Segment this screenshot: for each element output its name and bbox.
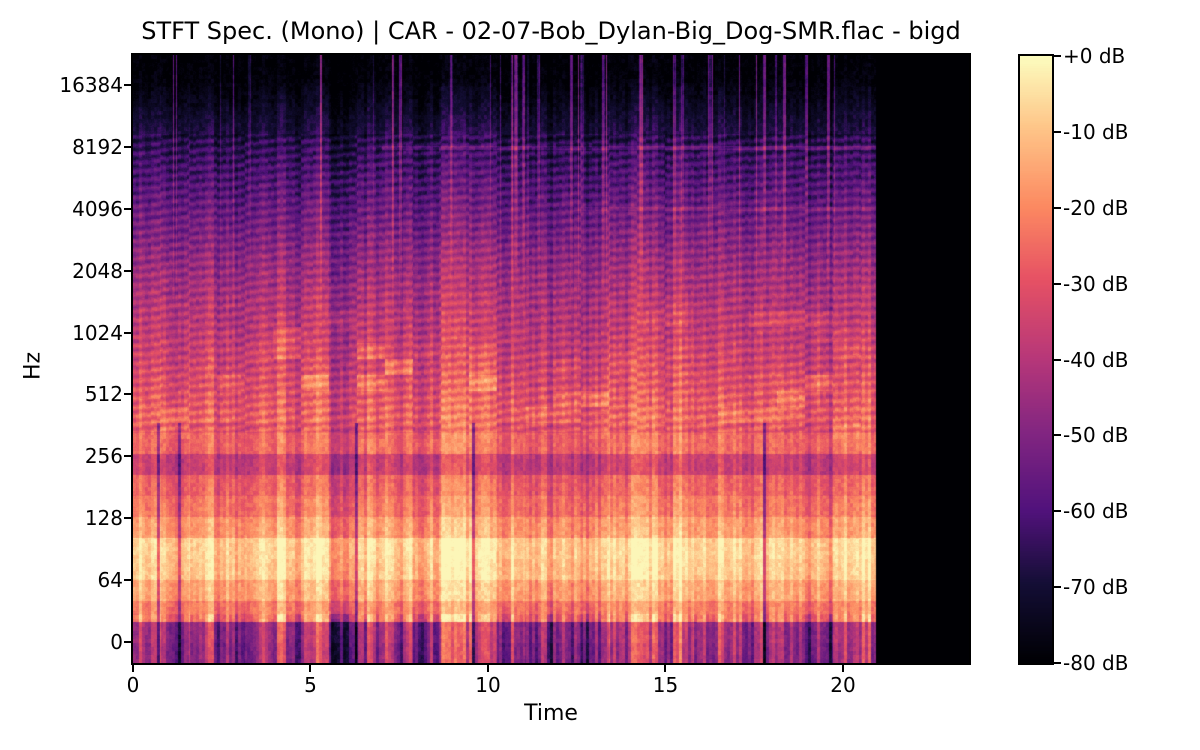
y-axis-label: Hz	[20, 351, 46, 381]
colorbar-tick-mark	[1054, 206, 1061, 209]
x-tick-label: 5	[304, 673, 317, 697]
colorbar-tick-label: -80 dB	[1063, 651, 1129, 675]
colorbar-tick-mark	[1054, 662, 1061, 664]
colorbar-gradient	[1020, 56, 1052, 663]
y-tick-mark	[124, 84, 131, 86]
y-tick-mark	[124, 455, 131, 458]
x-tick-label: 20	[830, 673, 856, 697]
y-tick-mark	[124, 269, 131, 272]
colorbar-tick-label: -30 dB	[1063, 271, 1129, 296]
chart-title: STFT Spec. (Mono) | CAR - 02-07-Bob_Dyla…	[141, 17, 961, 45]
y-tick-label: 512	[84, 382, 123, 407]
colorbar-tick-label: -10 dB	[1063, 119, 1129, 144]
x-tick-mark	[486, 665, 489, 672]
x-tick-mark	[132, 665, 134, 672]
y-tick-mark	[124, 145, 131, 148]
y-tick-label: 16384	[59, 73, 123, 97]
colorbar-tick-label: -40 dB	[1063, 347, 1129, 372]
colorbar-tick-mark	[1054, 510, 1061, 513]
colorbar-tick-mark	[1054, 55, 1061, 57]
y-tick-label: 256	[84, 444, 123, 469]
y-tick-label: 128	[84, 506, 123, 531]
colorbar-tick-label: +0 dB	[1063, 44, 1126, 68]
y-tick-mark	[124, 207, 131, 210]
spectrogram-canvas	[133, 55, 969, 663]
colorbar-tick-mark	[1054, 130, 1061, 133]
colorbar-tick-label: -70 dB	[1063, 575, 1129, 600]
x-tick-mark	[841, 665, 844, 672]
y-tick-label: 8192	[72, 134, 123, 159]
colorbar-tick-mark	[1054, 282, 1061, 285]
colorbar-tick-mark	[1054, 586, 1061, 589]
y-tick-label: 1024	[72, 320, 123, 345]
colorbar-tick-label: -20 dB	[1063, 195, 1129, 220]
plot-area	[131, 53, 971, 665]
y-tick-mark	[124, 331, 131, 334]
y-tick-mark	[124, 393, 131, 396]
x-tick-label: 0	[126, 673, 140, 697]
colorbar-tick-label: -60 dB	[1063, 499, 1129, 524]
colorbar-tick-label: -50 dB	[1063, 423, 1129, 448]
colorbar-tick-mark	[1054, 434, 1061, 437]
y-tick-label: 2048	[72, 258, 123, 283]
x-tick-mark	[664, 665, 667, 672]
x-axis-label: Time	[524, 701, 578, 726]
x-tick-label: 10	[475, 673, 501, 697]
y-tick-mark	[124, 517, 131, 520]
x-tick-label: 15	[652, 673, 679, 697]
y-tick-label: 4096	[72, 196, 123, 221]
colorbar-tick-mark	[1054, 358, 1061, 361]
y-tick-label: 64	[97, 568, 123, 593]
y-tick-mark	[124, 641, 131, 643]
colorbar	[1018, 54, 1054, 665]
y-tick-mark	[124, 579, 131, 582]
y-tick-label: 0	[110, 630, 123, 654]
x-tick-mark	[309, 665, 312, 672]
